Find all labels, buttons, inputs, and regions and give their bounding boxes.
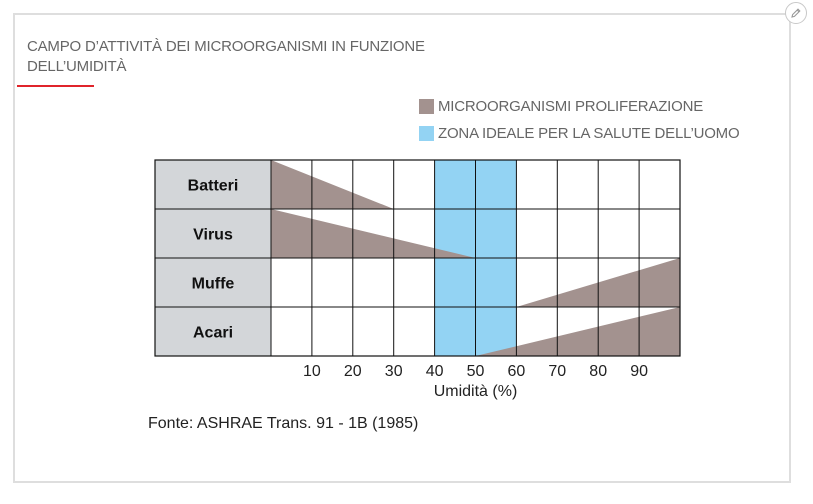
x-tick-label: 30	[385, 363, 403, 380]
legend-label-proliferation: MICROORGANISMI PROLIFERAZIONE	[438, 97, 704, 115]
x-tick-label: 40	[426, 363, 444, 380]
row-label: Virus	[193, 227, 233, 244]
proliferation-area-virus	[271, 209, 476, 258]
edit-button[interactable]	[785, 2, 807, 24]
x-tick-label: 70	[548, 363, 566, 380]
proliferation-area-batteri	[271, 160, 394, 209]
row-label: Batteri	[188, 178, 239, 195]
proliferation-area-acari	[475, 307, 680, 356]
legend-swatch-proliferation	[419, 98, 434, 114]
x-tick-label: 50	[467, 363, 485, 380]
row-label: Muffe	[192, 276, 235, 293]
row-label: Acari	[193, 325, 233, 342]
x-tick-label: 60	[508, 363, 526, 380]
pencil-icon	[791, 8, 801, 18]
source-note: Fonte: ASHRAE Trans. 91 - 1B (1985)	[148, 415, 419, 432]
x-tick-label: 90	[630, 363, 648, 380]
x-tick-label: 10	[303, 363, 321, 380]
x-tick-label: 80	[589, 363, 607, 380]
x-axis-label: Umidità (%)	[434, 383, 518, 400]
legend-label-ideal-zone: ZONA IDEALE PER LA SALUTE DELL’UOMO	[438, 124, 740, 142]
row-header-cell	[155, 258, 271, 307]
chart-title: CAMPO D’ATTIVITÀ DEI MICROORGANISMI IN F…	[27, 38, 425, 75]
chart-frame	[154, 159, 681, 357]
x-tick-label: 20	[344, 363, 362, 380]
legend: MICROORGANISMI PROLIFERAZIONE ZONA IDEAL…	[419, 96, 740, 150]
legend-item-ideal-zone: ZONA IDEALE PER LA SALUTE DELL’UOMO	[419, 123, 740, 143]
legend-item-proliferation: MICROORGANISMI PROLIFERAZIONE	[419, 96, 739, 116]
legend-swatch-ideal-zone	[419, 125, 434, 141]
row-header-cell	[155, 209, 271, 258]
row-header-cell	[155, 307, 271, 356]
title-accent-underline	[17, 85, 94, 87]
row-header-cell	[155, 160, 271, 209]
